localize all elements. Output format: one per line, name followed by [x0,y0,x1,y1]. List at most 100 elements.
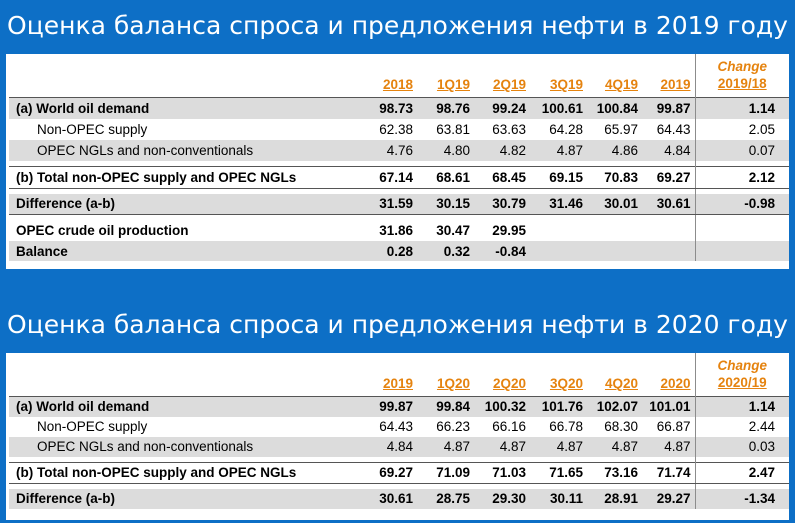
cell-value: 4.80 [417,139,474,161]
cell-value: 4.87 [474,436,530,457]
cell-value: 4.87 [642,436,695,457]
row-label: Non-OPEC supply [37,419,148,434]
cell-value: 65.97 [604,121,638,137]
table-row: OPEC NGLs and non-conventionals 4.76 4.8… [9,139,789,161]
cell-value: 68.61 [417,165,474,189]
cell-value: 63.63 [492,121,526,137]
cell-value: 71.09 [417,461,474,484]
column-header: 1Q20 [436,376,470,391]
title-2020: Оценка баланса спроса и предложения нефт… [7,310,788,339]
change-column-header: Change 2019/18 [694,54,789,92]
column-header: 2019 [660,77,691,92]
row-label: Balance [9,241,364,261]
empty-cell [530,241,587,261]
balance-table-2019-panel: 2018 1Q19 2Q19 3Q19 4Q19 2019 Change 201… [6,54,789,269]
cell-value: 4.87 [530,436,587,457]
cell-value: 4.84 [642,139,695,161]
cell-value: 66.78 [549,419,583,434]
cell-value: 71.65 [530,461,587,484]
change-period: 2019/18 [717,76,767,91]
row-label: (b) Total non-OPEC supply and OPEC NGLs [9,461,364,484]
row-label: OPEC NGLs and non-conventionals [9,139,364,161]
column-header: 1Q19 [436,77,470,92]
header-label-cell [9,353,364,391]
change-label: Change [717,59,767,74]
change-value: 0.03 [694,436,789,457]
cell-value: 99.87 [642,97,695,119]
cell-value: 4.82 [474,139,530,161]
cell-value: 68.45 [474,165,530,189]
column-header: 2018 [382,77,413,92]
cell-value: 31.46 [530,193,587,215]
cell-value: 4.84 [364,436,417,457]
cell-value: 63.81 [436,121,470,137]
cell-value: 73.16 [587,461,642,484]
empty-cell [694,241,789,261]
table-row: Non-OPEC supply 64.43 66.23 66.16 66.78 … [9,416,789,437]
cell-value: 68.30 [604,419,638,434]
cell-value: 67.14 [364,165,417,189]
cell-value: 28.91 [587,488,642,509]
cell-value: 69.27 [364,461,417,484]
change-value: -1.34 [694,488,789,509]
cell-value: 0.28 [364,241,417,261]
column-header: 2Q20 [492,376,526,391]
table-row: (a) World oil demand 99.87 99.84 100.32 … [9,396,789,417]
cell-value: 99.87 [364,396,417,417]
cell-value: 28.75 [417,488,474,509]
empty-cell [587,241,642,261]
empty-cell [530,220,587,241]
change-value: -0.98 [694,193,789,215]
cell-value: 100.61 [530,97,587,119]
header-label-cell [9,54,364,92]
cell-value: 31.86 [379,223,413,238]
cell-value: 66.87 [656,419,691,434]
title-2019: Оценка баланса спроса и предложения нефт… [7,11,788,40]
cell-value: 30.79 [474,193,530,215]
change-label: Change [717,358,767,373]
cell-value: 69.27 [642,165,695,189]
column-header: 2Q19 [492,77,526,92]
cell-value: 4.87 [587,436,642,457]
cell-value: 4.87 [417,436,474,457]
cell-value: 29.30 [474,488,530,509]
table-row: Difference (a-b) 30.61 28.75 29.30 30.11… [9,488,789,509]
cell-value: 62.38 [379,121,413,137]
cell-value: 66.16 [492,419,526,434]
change-value: 2.05 [694,118,789,140]
row-label: OPEC NGLs and non-conventionals [9,436,364,457]
table-row: Difference (a-b) 31.59 30.15 30.79 31.46… [9,193,789,215]
cell-value: 4.76 [364,139,417,161]
header-row: 2019 1Q20 2Q20 3Q20 4Q20 2020 Change 202… [9,353,789,391]
cell-value: 99.84 [417,396,474,417]
cell-value: 30.01 [587,193,642,215]
column-header: 4Q20 [604,376,638,391]
cell-value: 70.83 [587,165,642,189]
cell-value: 100.84 [587,97,642,119]
cell-value: 29.27 [642,488,695,509]
cell-value: 100.32 [474,396,530,417]
row-label: (a) World oil demand [9,97,364,119]
change-value: 2.44 [694,416,789,437]
row-label: (a) World oil demand [9,396,364,417]
column-header: 2019 [382,376,413,391]
change-value: 2.12 [694,165,789,189]
cell-value: 31.59 [364,193,417,215]
row-label: Difference (a-b) [9,488,364,509]
cell-value: 99.24 [474,97,530,119]
change-period: 2020/19 [717,375,767,390]
cell-value: 0.32 [417,241,474,261]
table-row: OPEC crude oil production 31.86 30.47 29… [9,220,789,241]
cell-value: 71.03 [474,461,530,484]
cell-value: 69.15 [530,165,587,189]
header-row: 2018 1Q19 2Q19 3Q19 4Q19 2019 Change 201… [9,54,789,92]
table-row: OPEC NGLs and non-conventionals 4.84 4.8… [9,436,789,457]
row-label: Difference (a-b) [9,193,364,215]
row-label: OPEC crude oil production [16,223,189,238]
balance-table-2019: 2018 1Q19 2Q19 3Q19 4Q19 2019 Change 201… [9,54,789,261]
empty-cell [694,220,789,241]
change-value: 2.47 [694,461,789,484]
cell-value: 30.47 [436,223,470,238]
change-value: 1.14 [694,396,789,417]
column-header: 2020 [660,376,691,391]
